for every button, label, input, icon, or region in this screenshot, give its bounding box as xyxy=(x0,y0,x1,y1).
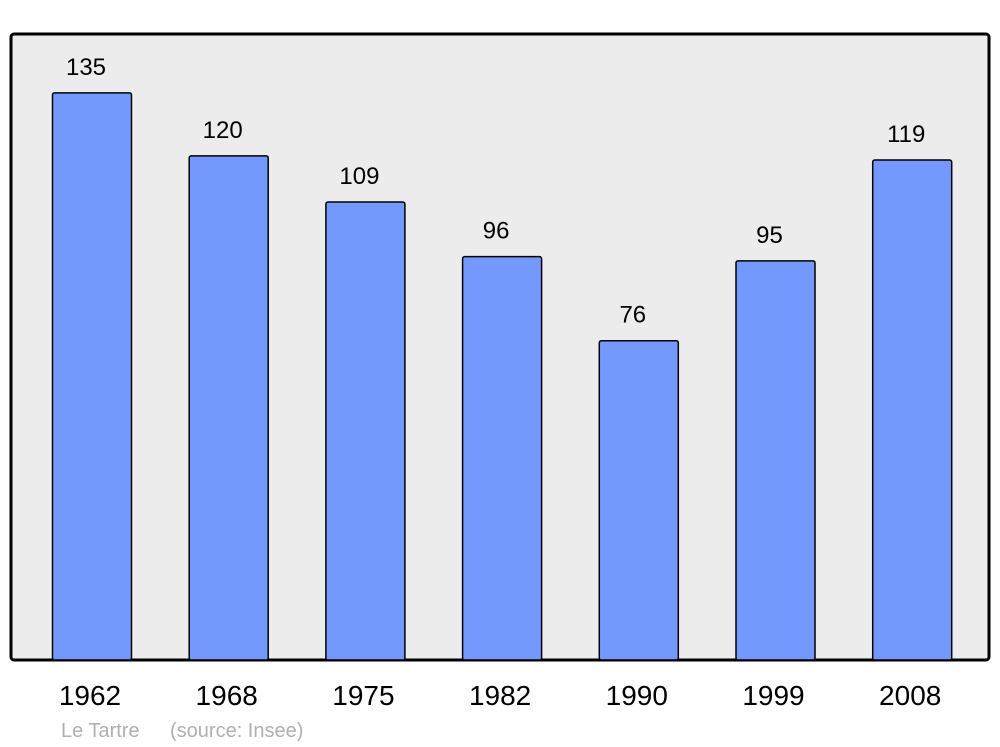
bar-1982 xyxy=(461,255,543,661)
bar-2008 xyxy=(871,159,953,661)
x-tick-label-1982: 1982 xyxy=(469,680,531,711)
bar-1968 xyxy=(188,155,269,661)
footer-source: (source: Insee) xyxy=(170,720,303,742)
footer-place: Le Tartre xyxy=(61,720,140,742)
x-tick-label-1990: 1990 xyxy=(606,680,668,711)
data-label-1975: 109 xyxy=(339,163,379,190)
bar-1990 xyxy=(598,339,680,661)
bar-1962 xyxy=(51,92,133,661)
x-tick-label-1999: 1999 xyxy=(742,680,804,711)
x-tick-label-1968: 1968 xyxy=(196,680,258,711)
x-tick-label-1975: 1975 xyxy=(332,680,394,711)
data-label-1962: 135 xyxy=(66,54,106,81)
data-label-2008: 119 xyxy=(887,121,925,148)
data-label-1968: 120 xyxy=(203,117,243,144)
x-tick-label-2008: 2008 xyxy=(879,680,941,711)
data-label-1999: 95 xyxy=(756,222,783,249)
x-tick-label-1962: 1962 xyxy=(59,680,121,711)
bar-1999 xyxy=(735,260,816,661)
data-label-1982: 96 xyxy=(483,218,510,245)
bar-1975 xyxy=(325,201,406,661)
data-label-1990: 76 xyxy=(619,302,646,329)
